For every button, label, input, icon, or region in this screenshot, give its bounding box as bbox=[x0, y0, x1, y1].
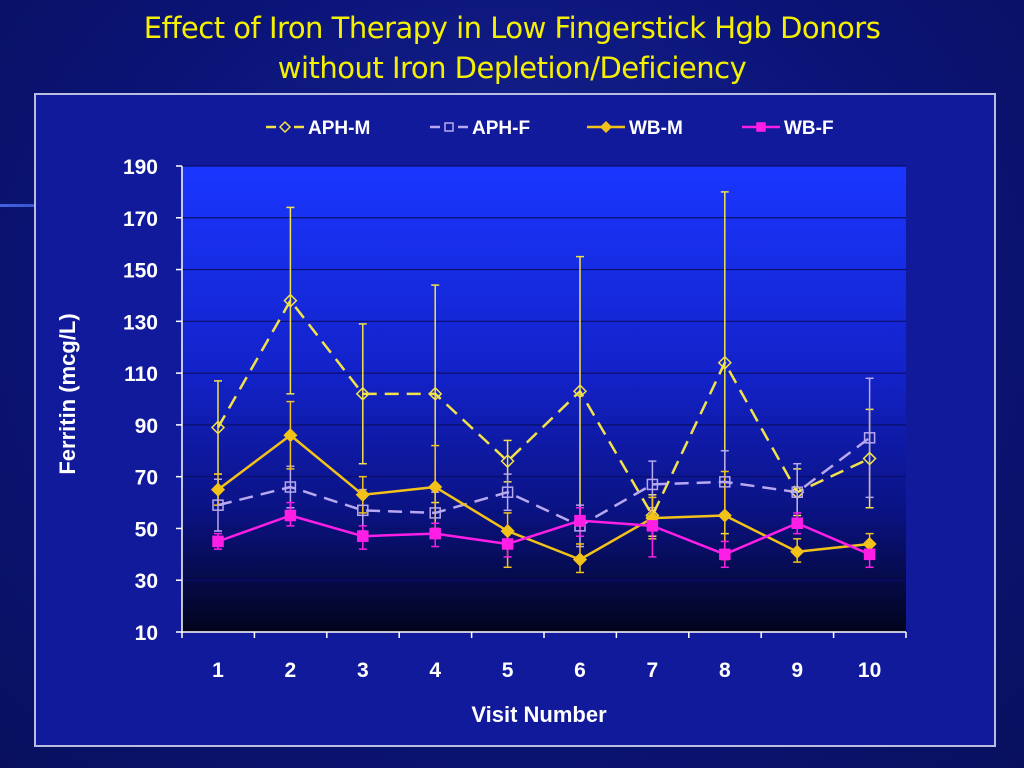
x-tick-label: 4 bbox=[429, 659, 441, 682]
aph-f-point bbox=[863, 432, 876, 444]
x-tick-label: 2 bbox=[285, 659, 297, 682]
wb-f-point bbox=[574, 514, 586, 527]
aph-f-point bbox=[791, 486, 803, 498]
legend-label-aph-f: APH-F bbox=[472, 118, 530, 139]
x-tick-label: 10 bbox=[858, 659, 881, 682]
wb-f-point bbox=[646, 520, 659, 532]
wb-f-point bbox=[863, 548, 876, 561]
y-tick-label: 10 bbox=[135, 622, 158, 645]
wb-f-point bbox=[791, 517, 803, 530]
y-tick-label: 150 bbox=[123, 260, 158, 283]
wb-f-line bbox=[217, 514, 871, 556]
wb-m-point bbox=[428, 479, 443, 495]
aph-f-point bbox=[719, 476, 731, 488]
legend-marker-aph-m bbox=[278, 120, 292, 134]
aph-m-point bbox=[283, 293, 298, 308]
aph-m-point bbox=[355, 386, 370, 401]
aph-m-point bbox=[500, 454, 515, 469]
wb-m-point bbox=[355, 487, 370, 502]
axes: 10 30 50 70 90 110 130 150 170 190 1 2 3 4 5 6 7 8 9 10 bbox=[123, 156, 907, 682]
legend-marker-wb-m bbox=[599, 120, 613, 134]
wb-f-point bbox=[719, 548, 731, 561]
y-tick-label: 90 bbox=[135, 415, 158, 438]
x-axis-label: Visit Number bbox=[471, 702, 607, 727]
legend-marker-wb-f bbox=[756, 122, 766, 132]
series-markers bbox=[210, 293, 877, 567]
title-line-1: Effect of Iron Therapy in Low Fingerstic… bbox=[143, 11, 881, 45]
aph-f-point bbox=[646, 478, 659, 491]
x-tick-label: 3 bbox=[357, 659, 369, 682]
series-lines bbox=[216, 299, 871, 561]
x-tick-label: 5 bbox=[502, 659, 514, 682]
legend-label-wb-m: WB-M bbox=[629, 118, 683, 139]
y-tick-label: 110 bbox=[124, 363, 158, 386]
legend-label-wb-f: WB-F bbox=[784, 118, 834, 139]
x-tick-label: 8 bbox=[719, 659, 731, 682]
aph-f-point bbox=[357, 504, 369, 517]
aph-m-point bbox=[572, 384, 588, 399]
x-tick-label: 9 bbox=[791, 659, 803, 682]
legend: APH-M APH-F WB-M WB-F bbox=[266, 118, 834, 139]
aph-m-point bbox=[717, 355, 732, 370]
aph-f-point bbox=[284, 481, 297, 493]
aph-m-point bbox=[862, 451, 877, 466]
wb-m-point bbox=[283, 428, 298, 443]
x-tick-label: 7 bbox=[647, 659, 659, 682]
y-tick-label: 70 bbox=[135, 467, 158, 490]
aph-f-point bbox=[429, 507, 441, 519]
aph-m-point bbox=[428, 386, 443, 401]
wb-m-line bbox=[217, 433, 870, 561]
aph-f-point bbox=[212, 499, 224, 511]
plot-area bbox=[182, 166, 906, 632]
wb-f-point bbox=[212, 535, 224, 548]
legend-marker-aph-f bbox=[444, 122, 454, 132]
wb-m-point bbox=[210, 482, 226, 497]
aph-m-point bbox=[210, 420, 226, 435]
y-tick-label: 130 bbox=[123, 311, 158, 334]
wb-m-point bbox=[572, 552, 588, 567]
wb-m-point bbox=[790, 544, 805, 559]
slide-title: Effect of Iron Therapy in Low Fingerstic… bbox=[0, 8, 1024, 88]
aph-f-line bbox=[217, 436, 871, 528]
wb-f-point bbox=[357, 530, 369, 542]
y-tick-label: 170 bbox=[123, 208, 158, 231]
x-tick-label: 6 bbox=[574, 659, 586, 682]
wb-f-point bbox=[501, 538, 514, 550]
wb-m-point bbox=[717, 508, 732, 523]
wb-f-point bbox=[429, 527, 441, 540]
title-line-2: without Iron Depletion/Deficiency bbox=[277, 51, 747, 85]
wb-m-point bbox=[500, 523, 515, 539]
aph-f-point bbox=[501, 486, 514, 498]
y-tick-label: 50 bbox=[135, 518, 158, 541]
x-tick-label: 1 bbox=[212, 659, 224, 682]
aph-m-line bbox=[216, 299, 871, 517]
y-axis-label: Ferritin (mcg/L) bbox=[55, 313, 80, 474]
wb-f-point bbox=[284, 509, 297, 522]
y-tick-label: 190 bbox=[123, 156, 158, 179]
aph-m-point bbox=[790, 485, 805, 500]
y-tick-label: 30 bbox=[135, 570, 158, 593]
legend-label-aph-m: APH-M bbox=[308, 118, 370, 139]
